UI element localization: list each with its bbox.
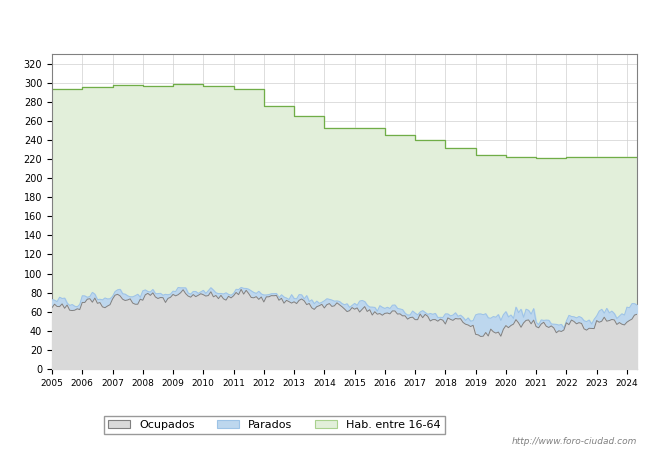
Text: Miera - Evolucion de la poblacion en edad de Trabajar Mayo de 2024: Miera - Evolucion de la poblacion en eda… <box>77 21 573 33</box>
Legend: Ocupados, Parados, Hab. entre 16-64: Ocupados, Parados, Hab. entre 16-64 <box>104 415 445 434</box>
Text: http://www.foro-ciudad.com: http://www.foro-ciudad.com <box>512 436 637 446</box>
